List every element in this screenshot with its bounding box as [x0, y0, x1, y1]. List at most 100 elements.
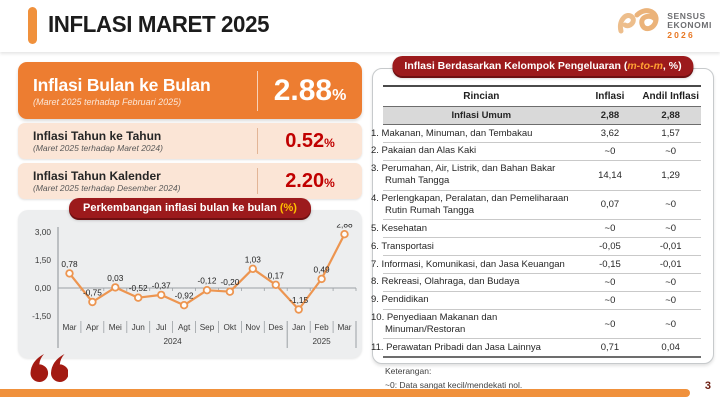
row-andil: ~0	[640, 291, 701, 310]
table-row: 2. Pakaian dan Alas Kaki ~0 ~0	[371, 142, 701, 161]
footer-orange-bar	[0, 389, 690, 397]
row-andil: ~0	[640, 142, 701, 161]
notes-detail: ~0: Data sangat kecil/mendekati nol.	[385, 379, 523, 390]
card-ytd-divider	[257, 168, 258, 194]
svg-text:Mei: Mei	[109, 323, 122, 332]
summary-andil: 2,88	[640, 106, 701, 125]
svg-text:-0,20: -0,20	[220, 277, 239, 287]
chart-title-pill: Perkembangan inflasi bulan ke bulan (%)	[69, 198, 311, 218]
card-ytd-value: 2.20%	[285, 169, 335, 192]
row-andil: ~0	[640, 309, 701, 340]
card-yoy-unit: %	[324, 135, 335, 150]
row-andil: ~0	[640, 273, 701, 292]
svg-text:0,17: 0,17	[268, 270, 285, 280]
table-notes: Keterangan: ~0: Data sangat kecil/mendek…	[385, 365, 701, 392]
svg-text:0,78: 0,78	[61, 259, 78, 269]
table-header-row: Rincian Inflasi Andil Inflasi	[383, 86, 701, 107]
row-inflasi: 14,14	[579, 160, 641, 191]
row-inflasi: -0,15	[579, 255, 641, 274]
row-inflasi: ~0	[579, 219, 641, 239]
card-yoy-subtitle: (Maret 2025 terhadap Maret 2024)	[33, 143, 163, 153]
row-inflasi: 0,07	[579, 190, 641, 221]
logo-line1: SENSUS	[667, 10, 706, 21]
table-row: 1. Makanan, Minuman, dan Tembakau 3,62 1,5…	[371, 124, 701, 143]
svg-text:Okt: Okt	[224, 323, 237, 332]
svg-text:Feb: Feb	[315, 323, 330, 332]
card-inflasi-tahun-ke-tahun: Inflasi Tahun ke Tahun (Maret 2025 terha…	[18, 123, 362, 159]
row-name: 3. Perumahan, Air, Listrik, dan Bahan Ba…	[371, 160, 580, 191]
row-name: 7. Informasi, Komunikasi, dan Jasa Keuan…	[371, 255, 580, 274]
logo-line2: EKONOMI	[667, 19, 712, 30]
svg-text:0,49: 0,49	[314, 264, 331, 274]
svg-text:0,00: 0,00	[35, 283, 52, 293]
card-yoy-value: 0.52%	[285, 129, 335, 152]
chart-title: Perkembangan inflasi bulan ke bulan	[83, 202, 277, 214]
row-andil: 1,29	[640, 160, 701, 191]
row-inflasi: 3,62	[579, 124, 641, 143]
card-ytd-text: Inflasi Tahun Kalender (Maret 2025 terha…	[18, 169, 257, 193]
table-row: 7. Informasi, Komunikasi, dan Jasa Keuan…	[371, 255, 701, 274]
card-inflasi-tahun-kalender: Inflasi Tahun Kalender (Maret 2025 terha…	[18, 163, 362, 199]
svg-text:Apr: Apr	[86, 323, 99, 332]
svg-text:-1,15: -1,15	[289, 295, 308, 305]
page-number: 3	[704, 380, 711, 392]
table-title-suffix: , %)	[662, 60, 682, 72]
row-inflasi: 0,71	[579, 338, 641, 359]
svg-text:Des: Des	[269, 323, 284, 332]
row-name: 10. Penyediaan Makanan dan Minuman/Resto…	[371, 309, 580, 340]
card-mtm-title: Inflasi Bulan ke Bulan	[33, 74, 211, 95]
notes-label: Keterangan:	[385, 366, 432, 377]
svg-text:0,03: 0,03	[107, 273, 124, 283]
summary-inflasi: 2,88	[579, 106, 641, 125]
table-row: 9. Pendidikan ~0 ~0	[371, 291, 701, 310]
row-inflasi: ~0	[579, 142, 641, 161]
card-ytd-title: Inflasi Tahun Kalender	[33, 169, 161, 183]
svg-text:Sep: Sep	[200, 323, 215, 332]
chart-title-unit: (%)	[279, 202, 297, 214]
svg-text:1,50: 1,50	[35, 255, 52, 265]
title-accent-bar	[28, 7, 37, 44]
card-mtm-divider	[257, 70, 258, 111]
row-name: 4. Perlengkapan, Peralatan, dan Pemeliha…	[371, 190, 580, 221]
svg-text:Jan: Jan	[292, 323, 306, 332]
card-mtm-value: 2.88%	[273, 73, 347, 107]
table-row: 10. Penyediaan Makanan dan Minuman/Resto…	[371, 309, 701, 340]
row-inflasi: ~0	[579, 291, 641, 310]
card-yoy-text: Inflasi Tahun ke Tahun (Maret 2025 terha…	[18, 129, 257, 153]
row-name: 6. Transportasi	[371, 237, 580, 256]
table-title-pill: Inflasi Berdasarkan Kelompok Pengeluaran…	[392, 56, 694, 76]
svg-text:2025: 2025	[312, 337, 331, 346]
row-name: 9. Pendidikan	[371, 291, 580, 310]
table-title-accent: m-to-m	[627, 60, 663, 72]
table-row: 3. Perumahan, Air, Listrik, dan Bahan Ba…	[371, 160, 701, 191]
sensus-ekonomi-logo: SENSUS EKONOMI 2026	[615, 5, 712, 46]
card-yoy-divider	[257, 128, 258, 154]
svg-text:Jul: Jul	[156, 323, 167, 332]
expenditure-table-body: Inflasi Umum 2,88 2,88 1. Makanan, Minum…	[371, 106, 701, 359]
col-andil-inflasi: Andil Inflasi	[640, 86, 701, 107]
row-andil: -0,01	[640, 255, 701, 274]
quote-icon	[28, 354, 69, 389]
svg-text:Agt: Agt	[178, 323, 191, 332]
svg-text:-0,52: -0,52	[129, 283, 148, 293]
svg-text:-0,12: -0,12	[198, 276, 217, 286]
svg-text:3,00: 3,00	[35, 227, 52, 237]
summary-row-inflasi-umum: Inflasi Umum 2,88 2,88	[383, 106, 701, 125]
card-inflasi-bulan-ke-bulan: Inflasi Bulan ke Bulan (Maret 2025 terha…	[18, 62, 362, 119]
svg-text:-0,37: -0,37	[152, 280, 171, 290]
table-row: 5. Kesehatan ~0 ~0	[371, 219, 701, 239]
card-ytd-unit: %	[324, 175, 335, 190]
row-name: 5. Kesehatan	[371, 219, 580, 239]
card-ytd-subtitle: (Maret 2025 terhadap Desember 2024)	[33, 183, 181, 193]
svg-text:Mar: Mar	[62, 323, 76, 332]
sensus-squiggle-icon	[615, 5, 663, 46]
logo-text: SENSUS EKONOMI 2026	[667, 10, 712, 40]
row-inflasi: ~0	[579, 273, 641, 292]
svg-text:Mar: Mar	[337, 323, 351, 332]
row-name: 11. Perawatan Pribadi dan Jasa Lainnya	[371, 338, 580, 359]
col-rincian: Rincian	[383, 86, 580, 107]
row-andil: 0,04	[640, 338, 701, 359]
svg-text:Nov: Nov	[246, 323, 261, 332]
table-row: 6. Transportasi -0,05 -0,01	[371, 237, 701, 256]
svg-text:-0,75: -0,75	[83, 288, 102, 298]
